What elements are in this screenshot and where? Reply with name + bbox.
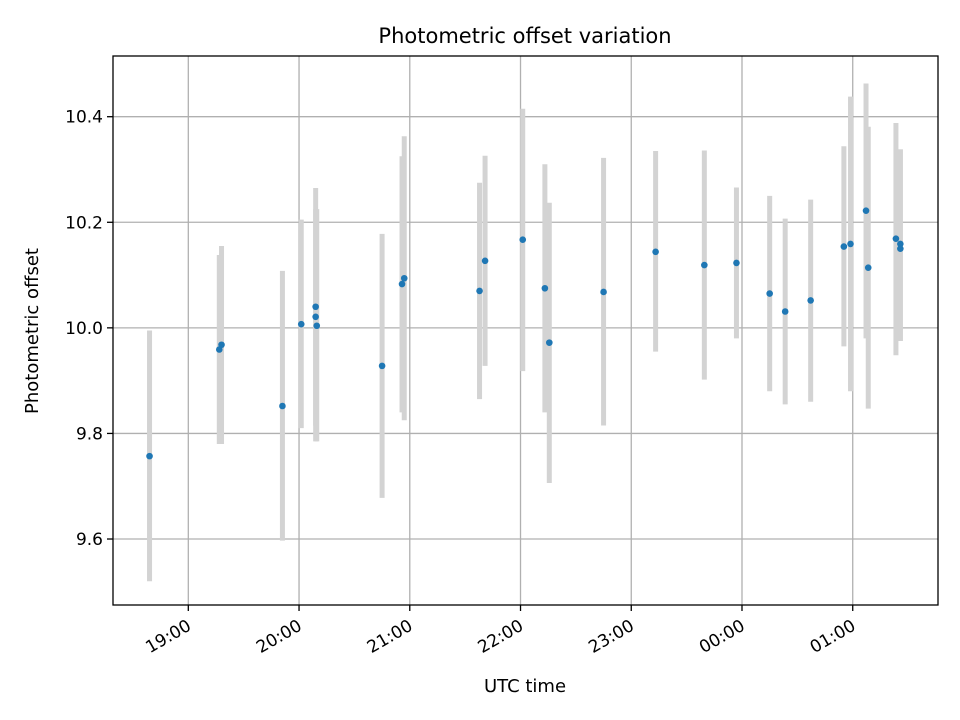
data-point [312, 303, 319, 311]
y-axis-title: Photometric offset [22, 248, 43, 414]
y-tick-label: 10.0 [65, 319, 103, 339]
data-points [146, 207, 904, 460]
data-point [701, 261, 708, 269]
y-tick-label: 10.2 [65, 213, 103, 233]
data-point [766, 290, 773, 297]
data-point [297, 320, 305, 328]
data-point [398, 280, 406, 288]
data-point [840, 243, 848, 250]
data-point [279, 402, 286, 410]
data-point [400, 274, 408, 282]
data-point [476, 287, 483, 295]
data-point [312, 313, 319, 321]
data-point [733, 259, 740, 267]
data-point [218, 341, 225, 349]
data-point [862, 207, 870, 214]
y-axis-ticks: 9.6 9.8 10.0 10.2 10.4 [65, 108, 113, 550]
data-point [897, 245, 904, 252]
x-axis-title: UTC time [484, 676, 566, 697]
data-point [864, 264, 872, 271]
data-point [897, 240, 904, 248]
plot-frame [112, 55, 939, 606]
chart-title: Photometric offset variation [378, 24, 671, 48]
data-point [600, 288, 607, 296]
data-point [541, 284, 549, 292]
data-point [378, 362, 386, 370]
data-point [652, 248, 659, 256]
y-tick-label: 9.6 [76, 530, 103, 550]
data-point [313, 322, 321, 330]
y-tick-label: 10.4 [65, 108, 103, 128]
data-point [847, 240, 854, 248]
data-point [807, 297, 814, 304]
data-point [781, 308, 789, 315]
data-point [146, 452, 153, 460]
data-point [546, 339, 553, 346]
data-point [481, 257, 489, 265]
y-tick-label: 9.8 [76, 424, 103, 444]
data-point [519, 236, 527, 244]
data-point [892, 235, 900, 242]
